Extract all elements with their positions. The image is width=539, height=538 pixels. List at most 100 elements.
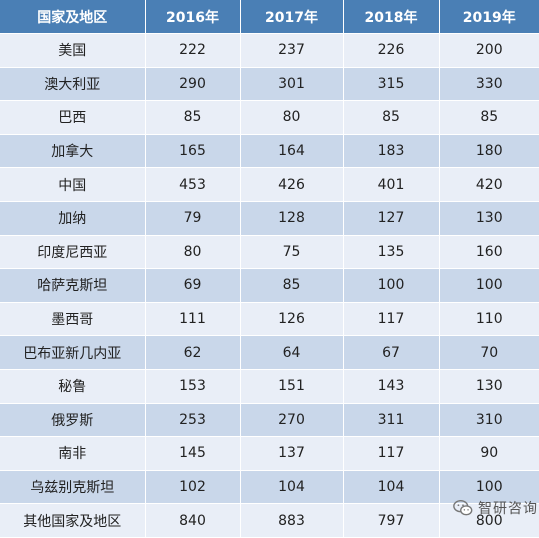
value-cell: 67 [343,335,440,370]
table-row: 乌兹别克斯坦 102 104 104 100 [0,470,539,505]
value-cell: 85 [145,100,241,135]
value-cell: 128 [240,201,344,236]
value-cell: 69 [145,268,241,303]
table-row: 美国 222 237 226 200 [0,33,539,68]
wechat-icon [453,499,473,516]
table-row: 加拿大 165 164 183 180 [0,134,539,169]
table-row: 秘鲁 153 151 143 130 [0,369,539,404]
value-cell: 80 [145,235,241,270]
row-label: 秘鲁 [0,369,146,404]
value-cell: 80 [240,100,344,135]
value-cell: 100 [343,268,440,303]
header-cell: 2018年 [343,0,440,34]
table-row: 印度尼西亚 80 75 135 160 [0,235,539,270]
value-cell: 183 [343,134,440,169]
table-row: 墨西哥 111 126 117 110 [0,302,539,337]
value-cell: 126 [240,302,344,337]
value-cell: 143 [343,369,440,404]
row-label: 巴西 [0,100,146,135]
row-label: 墨西哥 [0,302,146,337]
value-cell: 151 [240,369,344,404]
table-row: 哈萨克斯坦 69 85 100 100 [0,268,539,303]
table-row: 中国 453 426 401 420 [0,167,539,202]
value-cell: 160 [439,235,539,270]
row-label: 南非 [0,436,146,471]
table-body: 美国 222 237 226 200 澳大利亚 290 301 315 330 巴西 85 80 85 85… [0,33,539,538]
row-label: 印度尼西亚 [0,235,146,270]
value-cell: 883 [240,503,344,538]
value-cell: 270 [240,403,344,438]
value-cell: 100 [439,268,539,303]
row-label: 乌兹别克斯坦 [0,470,146,505]
value-cell: 311 [343,403,440,438]
table-row: 澳大利亚 290 301 315 330 [0,67,539,102]
value-cell: 111 [145,302,241,337]
table-row: 巴西 85 80 85 85 [0,100,539,135]
value-cell: 200 [439,33,539,68]
value-cell: 401 [343,167,440,202]
value-cell: 62 [145,335,241,370]
table-row: 加纳 79 128 127 130 [0,201,539,236]
row-label: 美国 [0,33,146,68]
header-cell: 2017年 [240,0,344,34]
header-cell: 2016年 [145,0,241,34]
value-cell: 135 [343,235,440,270]
value-cell: 226 [343,33,440,68]
value-cell: 315 [343,67,440,102]
watermark-text: 智研咨询 [478,501,538,517]
value-cell: 145 [145,436,241,471]
value-cell: 85 [343,100,440,135]
value-cell: 310 [439,403,539,438]
value-cell: 330 [439,67,539,102]
value-cell: 180 [439,134,539,169]
table-row: 巴布亚新几内亚 62 64 67 70 [0,335,539,370]
table-header: 国家及地区 2016年 2017年 2018年 2019年 [0,0,539,34]
header-row: 国家及地区 2016年 2017年 2018年 2019年 [0,0,539,34]
value-cell: 426 [240,167,344,202]
value-cell: 840 [145,503,241,538]
row-label: 其他国家及地区 [0,503,146,538]
value-cell: 130 [439,369,539,404]
value-cell: 164 [240,134,344,169]
value-cell: 127 [343,201,440,236]
value-cell: 222 [145,33,241,68]
value-cell: 130 [439,201,539,236]
value-cell: 90 [439,436,539,471]
row-label: 巴布亚新几内亚 [0,335,146,370]
value-cell: 237 [240,33,344,68]
value-cell: 165 [145,134,241,169]
header-cell: 2019年 [439,0,539,34]
value-cell: 85 [439,100,539,135]
row-label: 加纳 [0,201,146,236]
value-cell: 79 [145,201,241,236]
value-cell: 153 [145,369,241,404]
row-label: 俄罗斯 [0,403,146,438]
value-cell: 104 [240,470,344,505]
table-row: 南非 145 137 117 90 [0,436,539,471]
value-cell: 85 [240,268,344,303]
table-row: 俄罗斯 253 270 311 310 [0,403,539,438]
row-label: 哈萨克斯坦 [0,268,146,303]
value-cell: 117 [343,436,440,471]
value-cell: 420 [439,167,539,202]
value-cell: 70 [439,335,539,370]
value-cell: 110 [439,302,539,337]
value-cell: 253 [145,403,241,438]
value-cell: 797 [343,503,440,538]
row-label: 加拿大 [0,134,146,169]
value-cell: 102 [145,470,241,505]
header-cell: 国家及地区 [0,0,146,34]
value-cell: 75 [240,235,344,270]
value-cell: 104 [343,470,440,505]
value-cell: 290 [145,67,241,102]
value-cell: 64 [240,335,344,370]
value-cell: 453 [145,167,241,202]
value-cell: 100 [439,470,539,505]
row-label: 中国 [0,167,146,202]
value-cell: 301 [240,67,344,102]
row-label: 澳大利亚 [0,67,146,102]
watermark-logo: 智研咨询 [452,497,538,519]
value-cell: 117 [343,302,440,337]
